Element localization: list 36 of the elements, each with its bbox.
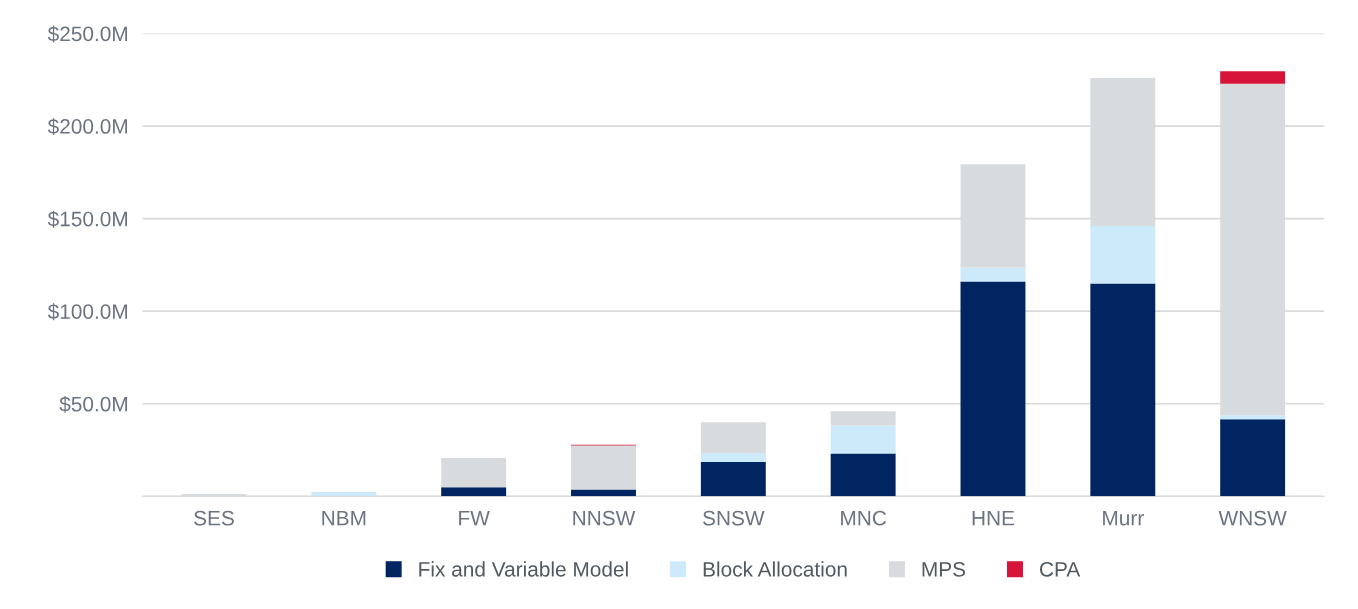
bar [441, 458, 507, 488]
bar [1220, 415, 1286, 420]
y-tick-label: $250.0M [47, 25, 127, 43]
x-tick-label: SES [194, 510, 234, 526]
x-tick-label: SNSW [703, 510, 765, 526]
x-tick-label: MNC [841, 510, 887, 526]
legend-label: Fix and Variable Model [419, 561, 628, 577]
bar [441, 487, 507, 497]
legend-label: CPA [1040, 561, 1081, 577]
bar [1220, 71, 1286, 84]
bar [830, 453, 896, 497]
x-tick-label: HNE [972, 510, 1015, 526]
legend-label: MPS [922, 561, 966, 577]
bar [700, 462, 766, 497]
y-tick-label: $100.0M [47, 303, 127, 321]
y-tick-label: $50.0M [59, 395, 127, 413]
x-tick-label: FW [459, 510, 490, 526]
bar [1090, 226, 1156, 284]
x-tick-label: WNSW [1218, 510, 1287, 526]
bar [311, 491, 377, 497]
bar [571, 489, 636, 497]
x-tick-label: Murr [1103, 510, 1144, 526]
bar [960, 281, 1026, 497]
x-tick-label: NBM [322, 510, 366, 526]
legend-label: Block Allocation [703, 561, 847, 577]
bar [830, 425, 896, 454]
bar [1220, 419, 1286, 497]
bar [571, 445, 636, 490]
x-tick-label: NNSW [573, 510, 636, 526]
bar [700, 422, 766, 454]
y-tick-label: $200.0M [47, 118, 127, 136]
bar [1090, 283, 1156, 497]
y-tick-label: $150.0M [47, 210, 127, 228]
bar [960, 267, 1026, 282]
bar [700, 453, 766, 463]
bar [830, 411, 896, 426]
